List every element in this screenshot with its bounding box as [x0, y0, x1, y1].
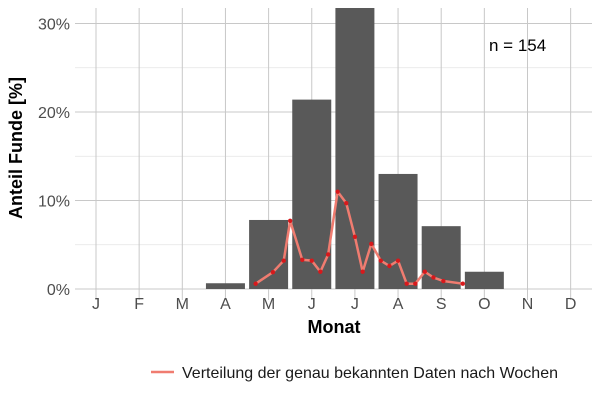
axis-titles: Monat Anteil Funde [%] n = 154 — [6, 36, 546, 337]
bar — [205, 283, 245, 289]
weekly-line-series — [253, 189, 465, 286]
bar — [249, 219, 289, 289]
x-axis-title: Monat — [308, 317, 361, 337]
bar — [378, 173, 418, 289]
y-tick-label: 20% — [38, 105, 70, 122]
series-point — [378, 258, 383, 263]
series-point — [287, 218, 293, 224]
series-point — [318, 269, 323, 274]
series-point — [460, 281, 465, 286]
series-point — [387, 263, 392, 269]
series-point — [344, 200, 349, 206]
series-point — [395, 258, 401, 263]
series-line — [254, 190, 463, 285]
x-tick-label: J — [351, 296, 359, 313]
x-tick-label: S — [436, 296, 447, 313]
x-tick-label: O — [478, 296, 490, 313]
series-point — [270, 269, 276, 275]
tick-labels: 0% 10% 20% 30% J F M A M J J A S O N D — [38, 17, 576, 314]
x-tick-label: M — [176, 296, 189, 313]
series-point — [335, 189, 340, 194]
y-axis-title: Anteil Funde [%] — [6, 77, 26, 219]
series-point — [325, 252, 331, 257]
y-tick-label: 10% — [38, 194, 70, 211]
bar — [335, 8, 375, 289]
x-tick-label: F — [134, 296, 144, 313]
series-point — [413, 281, 418, 286]
bar — [421, 226, 461, 289]
series-point — [404, 281, 409, 286]
bars — [205, 8, 504, 289]
x-tick-label: A — [220, 296, 231, 313]
series-point — [253, 281, 258, 286]
y-tick-label: 0% — [47, 282, 70, 299]
bar — [292, 99, 332, 289]
sample-size-annotation: n = 154 — [489, 36, 546, 55]
x-tick-label: N — [522, 296, 534, 313]
x-tick-label: D — [565, 296, 577, 313]
legend: Verteilung der genau bekannten Daten nac… — [151, 365, 558, 382]
series-point — [431, 275, 436, 280]
bar — [464, 271, 504, 289]
series-point — [300, 257, 305, 262]
series-point — [360, 269, 365, 274]
legend-label: Verteilung der genau bekannten Daten nac… — [182, 365, 558, 382]
y-tick-label: 30% — [38, 17, 70, 34]
x-tick-label: J — [92, 296, 100, 313]
series-point — [352, 234, 358, 239]
x-tick-label: J — [308, 296, 316, 313]
x-tick-label: A — [393, 296, 404, 313]
series-point — [441, 278, 446, 284]
series-point — [369, 241, 374, 247]
series-point — [309, 258, 314, 263]
series-point — [281, 258, 286, 263]
x-tick-label: M — [262, 296, 275, 313]
series-point — [422, 269, 428, 274]
